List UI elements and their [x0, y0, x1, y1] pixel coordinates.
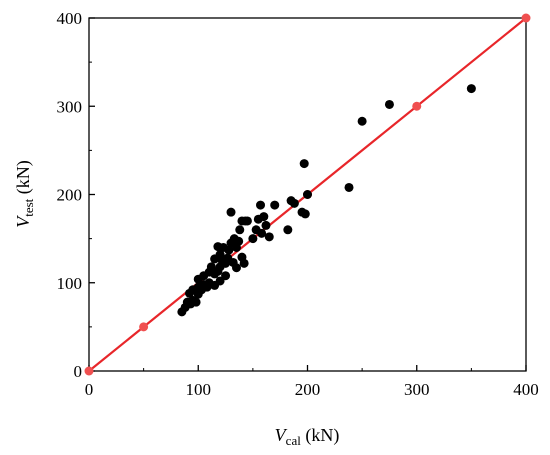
data-point: [289, 198, 299, 208]
y-axis-ticks: 0 100 200 300 400: [57, 9, 95, 381]
data-point: [226, 207, 236, 217]
data-point: [261, 220, 271, 230]
x-tick-label: 0: [85, 380, 94, 399]
data-point: [384, 99, 394, 109]
reference-line-marker: [412, 101, 422, 111]
x-tick-label: 300: [404, 380, 430, 399]
reference-line-marker: [84, 366, 94, 376]
data-point: [224, 245, 234, 255]
y-tick-label: 200: [57, 186, 83, 205]
data-point: [242, 216, 252, 226]
data-point: [248, 234, 258, 244]
data-point: [191, 297, 201, 307]
y-tick-label: 300: [57, 97, 83, 116]
x-axis-label: Vcal (kN): [275, 425, 340, 448]
y-tick-label: 0: [74, 362, 83, 381]
data-points-series: [177, 84, 476, 317]
y-axis-label: Vtest (kN): [13, 160, 36, 228]
data-point: [270, 200, 280, 210]
data-point: [283, 225, 293, 235]
data-point: [256, 200, 266, 210]
data-point: [235, 225, 245, 235]
data-point: [257, 228, 267, 238]
reference-line-marker: [521, 13, 531, 23]
data-point: [344, 182, 354, 192]
x-tick-label: 400: [513, 380, 539, 399]
x-tick-label: 100: [186, 380, 212, 399]
data-point: [234, 236, 244, 246]
data-point: [231, 263, 241, 273]
x-tick-label: 200: [295, 380, 321, 399]
data-point: [264, 232, 274, 242]
data-point: [239, 258, 249, 268]
reference-line-marker: [139, 322, 149, 332]
data-point: [259, 212, 269, 222]
data-point: [357, 116, 367, 126]
data-point: [303, 190, 312, 199]
data-point: [300, 209, 310, 219]
data-point: [466, 84, 476, 94]
x-axis-ticks: 0 100 200 300 400: [85, 365, 539, 399]
data-point: [221, 271, 231, 281]
y-tick-label: 400: [57, 9, 83, 28]
data-point: [299, 159, 309, 169]
y-tick-label: 100: [57, 274, 83, 293]
data-point: [206, 262, 216, 272]
